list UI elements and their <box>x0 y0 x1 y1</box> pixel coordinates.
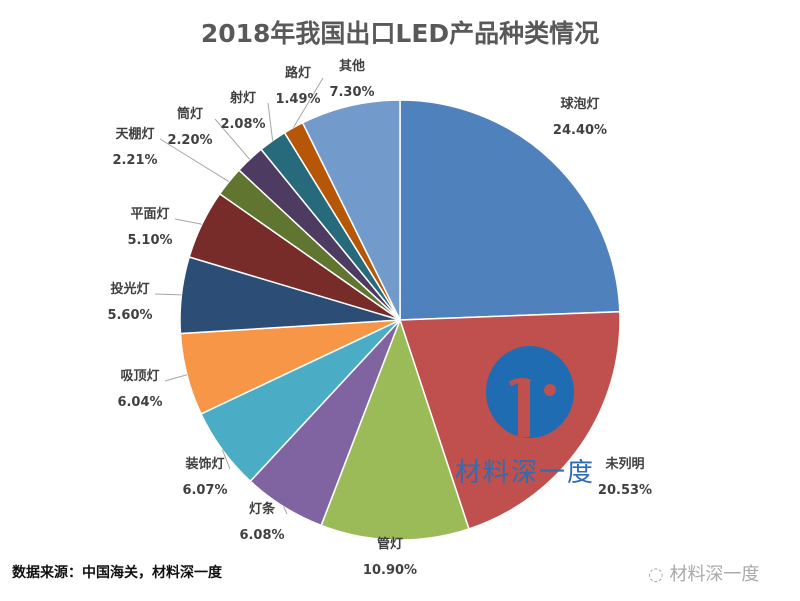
wechat-icon: ◌ <box>648 564 670 585</box>
leader-line <box>283 506 288 515</box>
slice-value: 7.30% <box>329 85 374 100</box>
leader-line <box>174 218 203 225</box>
watermark-text: 材料深一度 <box>669 564 760 585</box>
watermark: ◌ 材料深一度 <box>648 560 759 586</box>
slice-value: 2.20% <box>167 133 212 148</box>
slice-value: 20.53% <box>598 483 652 498</box>
slice-label: 筒灯 <box>177 106 203 122</box>
pie-slice-12 <box>301 99 401 321</box>
slice-label: 其他 <box>339 58 365 74</box>
slice-label: 未列明 <box>604 456 644 472</box>
leader-line <box>293 77 324 128</box>
slice-value: 24.40% <box>553 123 607 138</box>
logo-icon <box>486 346 574 438</box>
leader-line <box>267 102 274 141</box>
slice-value: 1.49% <box>275 92 320 107</box>
slice-value: 5.60% <box>107 308 152 323</box>
pie-slice-0 <box>399 99 621 321</box>
leader-line <box>214 118 251 160</box>
slice-label: 平面灯 <box>130 206 169 222</box>
slice-label: 管灯 <box>377 536 403 552</box>
pie-slice-2 <box>320 317 470 541</box>
slice-value: 5.10% <box>127 233 172 248</box>
slice-value: 2.21% <box>112 153 157 168</box>
leader-line <box>221 449 231 470</box>
slice-label: 射灯 <box>229 90 256 106</box>
slice-value: 10.90% <box>363 563 417 578</box>
slice-value: 2.08% <box>220 117 265 132</box>
slice-label: 装饰灯 <box>184 456 224 472</box>
leader-line <box>164 374 188 382</box>
source-note: 数据来源：中国海关，材料深一度 <box>12 565 222 581</box>
slice-label: 路灯 <box>285 65 311 81</box>
slice-label: 吸顶灯 <box>120 368 159 384</box>
slice-label: 投光灯 <box>110 281 149 297</box>
slice-value: 6.08% <box>239 528 284 543</box>
watermark-center: 材料深一度 <box>455 458 596 488</box>
leader-line <box>159 138 230 183</box>
chart-title: 2018年我国出口LED产品种类情况 <box>200 19 600 48</box>
slice-value: 6.04% <box>117 395 162 410</box>
slice-label: 天棚灯 <box>115 126 154 142</box>
slice-label: 球泡灯 <box>560 96 599 112</box>
slice-label: 灯条 <box>249 501 276 517</box>
slice-value: 6.07% <box>182 483 227 498</box>
leader-line <box>154 293 182 296</box>
